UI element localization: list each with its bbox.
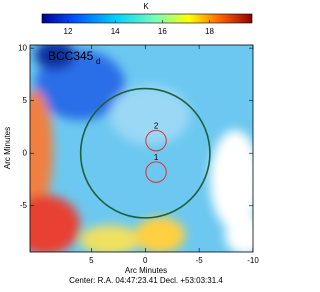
- region-label: 2: [154, 121, 159, 130]
- colorbar: [41, 13, 253, 24]
- region: [145, 161, 167, 183]
- subtitle: d: [96, 57, 100, 66]
- colorbar-tick-label: 12: [64, 27, 73, 36]
- aperture: [79, 87, 211, 219]
- x-tick-label: -5: [196, 256, 204, 265]
- region-label: 1: [154, 153, 159, 162]
- x-axis-label: Arc Minutes: [125, 266, 167, 275]
- colorbar-tick-label: 14: [111, 27, 120, 36]
- y-tick-label: 10: [18, 43, 27, 52]
- x-tick-label: -10: [247, 256, 259, 265]
- plot-frame: [29, 44, 254, 253]
- y-tick-label: -5: [20, 201, 28, 210]
- colorbar-tick-label: 16: [158, 27, 167, 36]
- title: BCC345: [48, 49, 94, 63]
- map: [30, 45, 253, 252]
- x-tick-label: 0: [143, 256, 148, 265]
- region: [145, 129, 167, 152]
- y-axis-label: Arc Minutes: [3, 127, 12, 169]
- y-tick-label: 0: [23, 148, 28, 157]
- x-tick-label: 5: [89, 256, 94, 265]
- y-tick-label: 5: [23, 96, 28, 105]
- colorbar-tick-label: 18: [205, 27, 214, 36]
- chart: K BCC345 d Arc Minutes Center: R.A. 04:4…: [3, 2, 259, 285]
- colorbar-label: K: [143, 2, 149, 11]
- caption: Center: R.A. 04:47:23.41 Decl. +53:03:31…: [69, 276, 223, 285]
